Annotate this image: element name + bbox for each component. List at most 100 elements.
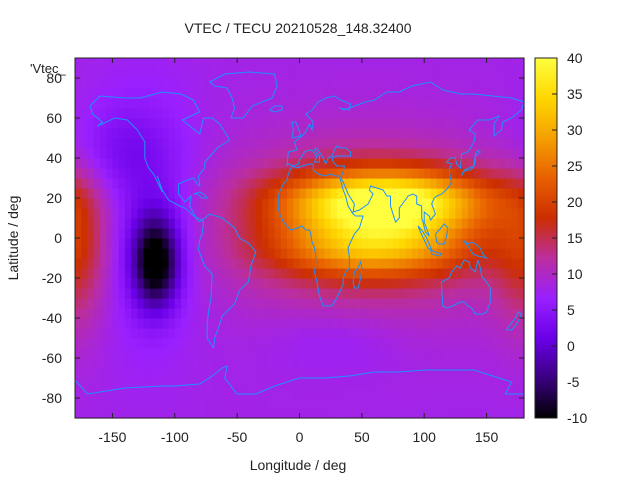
heatmap-cell xyxy=(374,128,382,139)
heatmap-cell xyxy=(455,258,463,269)
heatmap-cell xyxy=(405,88,413,99)
heatmap-cell xyxy=(430,228,438,239)
heatmap-cell xyxy=(187,118,195,129)
heatmap-cell xyxy=(205,208,213,219)
heatmap-cell xyxy=(361,348,369,359)
heatmap-cell xyxy=(99,78,107,89)
heatmap-cell xyxy=(386,368,394,379)
heatmap-cell xyxy=(492,68,500,79)
heatmap-cell xyxy=(174,128,182,139)
heatmap-cell xyxy=(162,308,170,319)
heatmap-cell xyxy=(87,298,95,309)
heatmap-cell xyxy=(237,88,244,99)
heatmap-cell xyxy=(486,398,494,409)
heatmap-cell xyxy=(405,118,413,129)
heatmap-cell xyxy=(324,368,332,379)
heatmap-cell xyxy=(511,338,519,349)
heatmap-cell xyxy=(442,408,450,419)
heatmap-cell xyxy=(237,258,244,269)
heatmap-cell xyxy=(324,408,332,419)
heatmap-cell xyxy=(218,178,226,189)
heatmap-cell xyxy=(243,228,251,239)
heatmap-cell xyxy=(511,318,519,329)
heatmap-cell xyxy=(168,228,176,239)
heatmap-cell xyxy=(368,248,375,259)
heatmap-cell xyxy=(218,188,226,199)
heatmap-cell xyxy=(461,398,469,409)
heatmap-cell xyxy=(124,318,132,329)
heatmap-cell xyxy=(268,238,276,249)
heatmap-cell xyxy=(168,208,176,219)
heatmap-cell xyxy=(393,218,400,229)
heatmap-cell xyxy=(318,328,326,339)
heatmap-cell xyxy=(374,188,382,199)
heatmap-cell xyxy=(436,188,444,199)
heatmap-cell xyxy=(380,68,388,79)
heatmap-cell xyxy=(399,188,407,199)
heatmap-cell xyxy=(511,78,519,89)
heatmap-cell xyxy=(467,218,475,229)
heatmap-cell xyxy=(517,98,525,109)
heatmap-cell xyxy=(143,268,151,279)
heatmap-cell xyxy=(511,88,519,99)
heatmap-cell xyxy=(181,208,188,219)
heatmap-cell xyxy=(230,368,238,379)
heatmap-cell xyxy=(187,288,195,299)
heatmap-cell xyxy=(112,58,120,69)
heatmap-cell xyxy=(517,118,525,129)
heatmap-cell xyxy=(112,298,120,309)
heatmap-cell xyxy=(480,208,488,219)
heatmap-cell xyxy=(405,378,413,389)
heatmap-cell xyxy=(293,138,301,149)
heatmap-cell xyxy=(205,68,213,79)
heatmap-cell xyxy=(268,368,276,379)
heatmap-cell xyxy=(318,258,326,269)
heatmap-cell xyxy=(118,88,126,99)
heatmap-cell xyxy=(393,58,400,69)
heatmap-cell xyxy=(274,238,282,249)
heatmap-cell xyxy=(393,298,400,309)
heatmap-cell xyxy=(255,368,263,379)
heatmap-cell xyxy=(411,188,419,199)
heatmap-cell xyxy=(380,298,388,309)
heatmap-cell xyxy=(517,318,525,329)
heatmap-cell xyxy=(255,208,263,219)
heatmap-cell xyxy=(449,218,457,229)
heatmap-cell xyxy=(218,318,226,329)
heatmap-cell xyxy=(417,358,425,369)
heatmap-cell xyxy=(293,68,301,79)
heatmap-cell xyxy=(299,188,307,199)
heatmap-cell xyxy=(168,198,176,209)
heatmap-cell xyxy=(274,108,282,119)
heatmap-cell xyxy=(118,248,126,259)
heatmap-cell xyxy=(237,158,244,169)
heatmap-cell xyxy=(361,298,369,309)
heatmap-cell xyxy=(81,408,89,419)
heatmap-cell xyxy=(305,78,313,89)
heatmap-cell xyxy=(505,298,513,309)
heatmap-cell xyxy=(143,348,151,359)
heatmap-cell xyxy=(168,218,176,229)
heatmap-cell xyxy=(75,198,82,209)
heatmap-cell xyxy=(361,328,369,339)
heatmap-cell xyxy=(143,188,151,199)
heatmap-cell xyxy=(205,188,213,199)
heatmap-cell xyxy=(193,398,201,409)
heatmap-cell xyxy=(336,298,344,309)
heatmap-cell xyxy=(99,158,107,169)
heatmap-cell xyxy=(149,68,157,79)
heatmap-cell xyxy=(424,318,432,329)
heatmap-cell xyxy=(430,238,438,249)
heatmap-cell xyxy=(343,88,350,99)
heatmap-cell xyxy=(492,158,500,169)
heatmap-cell xyxy=(268,298,276,309)
heatmap-cell xyxy=(193,308,201,319)
heatmap-cell xyxy=(311,368,319,379)
heatmap-cell xyxy=(386,188,394,199)
heatmap-cell xyxy=(368,318,375,329)
heatmap-cell xyxy=(455,348,463,359)
heatmap-cell xyxy=(442,248,450,259)
heatmap-cell xyxy=(99,298,107,309)
heatmap-cell xyxy=(230,168,238,179)
heatmap-cell xyxy=(318,138,326,149)
